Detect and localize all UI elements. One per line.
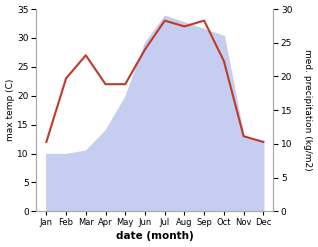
X-axis label: date (month): date (month)	[116, 231, 194, 242]
Y-axis label: max temp (C): max temp (C)	[5, 79, 15, 141]
Y-axis label: med. precipitation (kg/m2): med. precipitation (kg/m2)	[303, 49, 313, 171]
